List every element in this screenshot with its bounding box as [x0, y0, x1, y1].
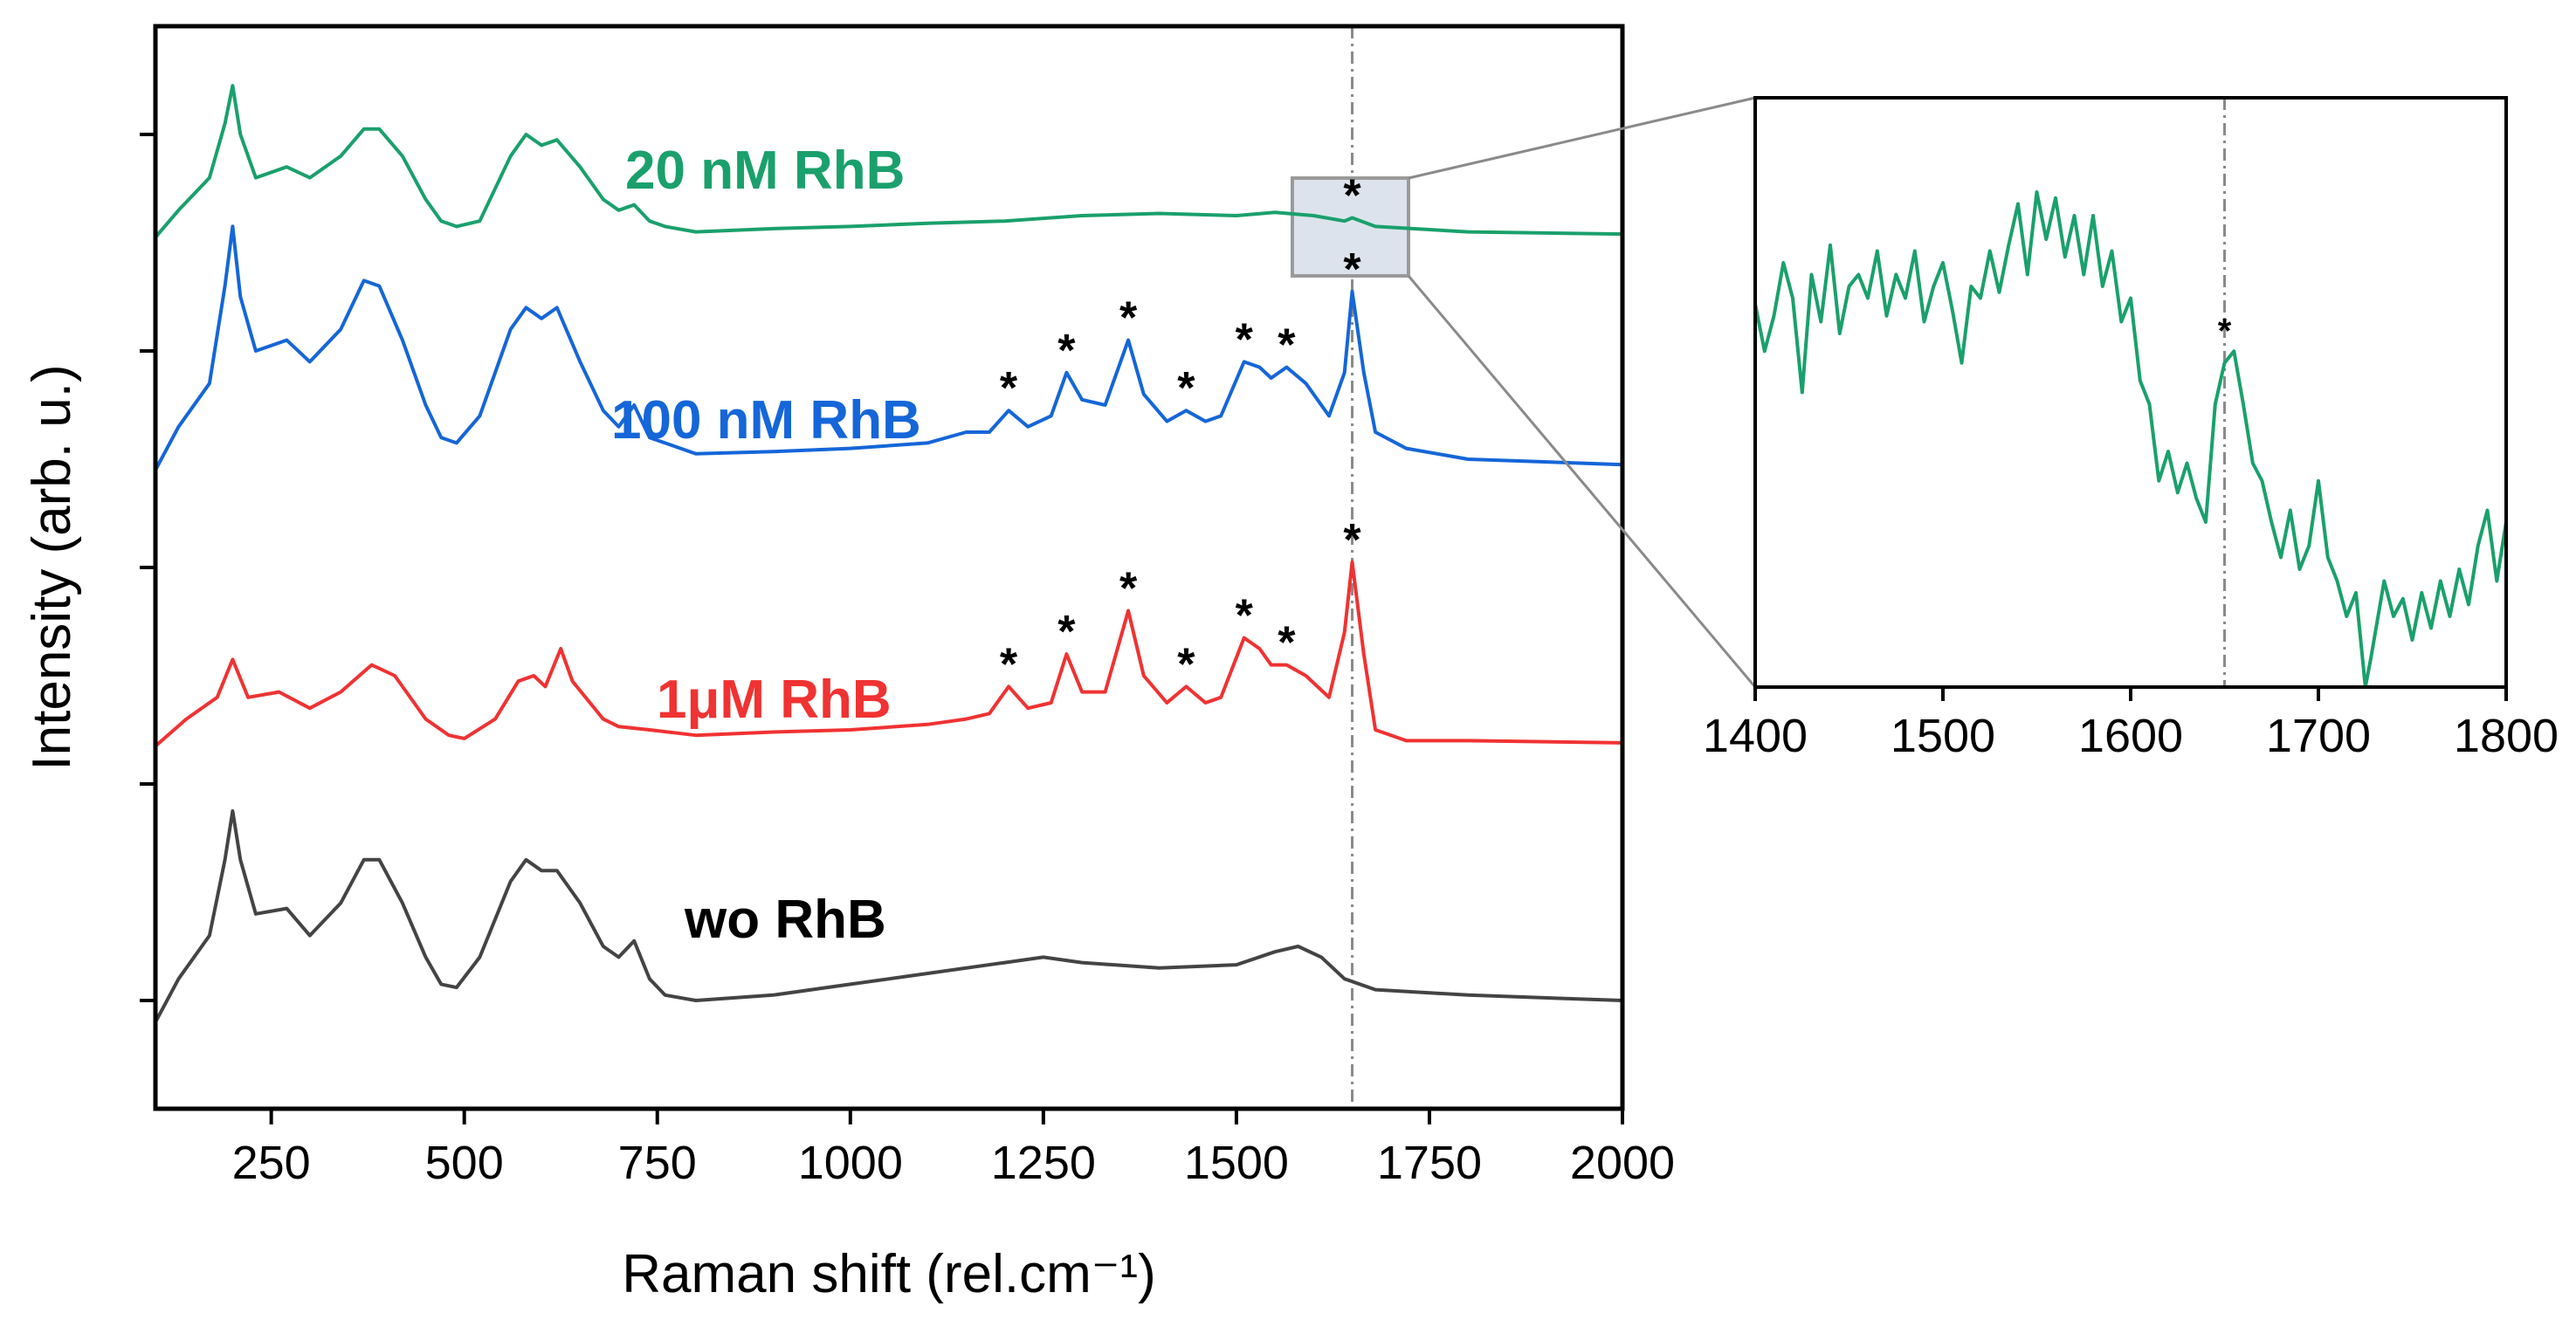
inset-series-group [1753, 190, 2508, 689]
x-tick-label: 1600 [2078, 710, 2183, 762]
peak-marker-2-0: * [1000, 639, 1018, 690]
series-line-1 [154, 224, 1623, 471]
peak-marker-2-5: * [1278, 618, 1296, 669]
x-tick-label: 1000 [798, 1137, 903, 1189]
series-label-1um: 1μM RhB [657, 670, 892, 730]
x-tick-label: 2000 [1570, 1137, 1675, 1189]
series-line-3 [154, 809, 1623, 1023]
x-tick-label: 1250 [991, 1137, 1096, 1189]
inset-x-ticks: 1400 1500 1600 1700 1800 [1703, 687, 2559, 762]
peak-marker-1-0: * [1000, 363, 1018, 414]
main-chart: * * * * * * * * * * * * * * * 20 nM RhB 100 nM RhB 1μM… [22, 24, 1675, 1304]
x-tick-label: 750 [618, 1137, 697, 1189]
main-annotations: * * * * * * * * * * * * * * * [1000, 170, 1361, 690]
series-line-0 [1753, 190, 2508, 689]
series-label-wo: wo RhB [684, 890, 886, 950]
x-tick-label: 250 [232, 1137, 311, 1189]
peak-marker-1-2: * [1119, 293, 1138, 344]
x-tick-label: 1750 [1377, 1137, 1482, 1189]
main-series-group [154, 84, 1623, 1023]
zoom-connector-top [1408, 96, 1756, 180]
peak-marker-0-0: * [2218, 312, 2232, 350]
x-axis-title: Raman shift (rel.cm⁻¹) [622, 1244, 1155, 1304]
x-tick-label: 1500 [1891, 710, 1995, 762]
x-tick-label: 1500 [1184, 1137, 1289, 1189]
peak-marker-2-6: * [1343, 515, 1361, 566]
main-x-ticks: 250 500 750 1000 1250 1500 1750 2000 [232, 1109, 1675, 1189]
x-tick-label: 1700 [2266, 710, 2371, 762]
peak-marker-1-4: * [1236, 314, 1254, 365]
zoom-connector-bottom [1407, 275, 1757, 688]
inset-annotations: * [2218, 312, 2232, 350]
peak-marker-2-1: * [1057, 607, 1076, 657]
y-axis-title: Intensity (arb. u.) [22, 364, 82, 770]
series-line-0 [154, 84, 1623, 239]
inset-plot-bg [1755, 98, 2506, 687]
peak-marker-1-3: * [1177, 363, 1195, 414]
peak-marker-2-2: * [1119, 564, 1138, 615]
x-tick-label: 1800 [2454, 710, 2559, 762]
peak-marker-1-1: * [1057, 326, 1076, 376]
inset-chart: * 1400 1500 1600 1700 1800 [1703, 96, 2559, 762]
peak-marker-1-6: * [1343, 244, 1361, 295]
peak-marker-2-3: * [1177, 639, 1195, 690]
series-label-20nm: 20 nM RhB [625, 141, 905, 201]
x-tick-label: 1400 [1703, 710, 1808, 762]
peak-marker-2-4: * [1236, 591, 1254, 642]
main-y-ticks [140, 133, 155, 1002]
peak-marker-1-5: * [1278, 320, 1296, 371]
series-line-2 [154, 560, 1623, 748]
series-label-100nm: 100 nM RhB [611, 390, 921, 450]
peak-marker-0-0: * [1343, 170, 1361, 221]
x-tick-label: 500 [425, 1137, 504, 1189]
